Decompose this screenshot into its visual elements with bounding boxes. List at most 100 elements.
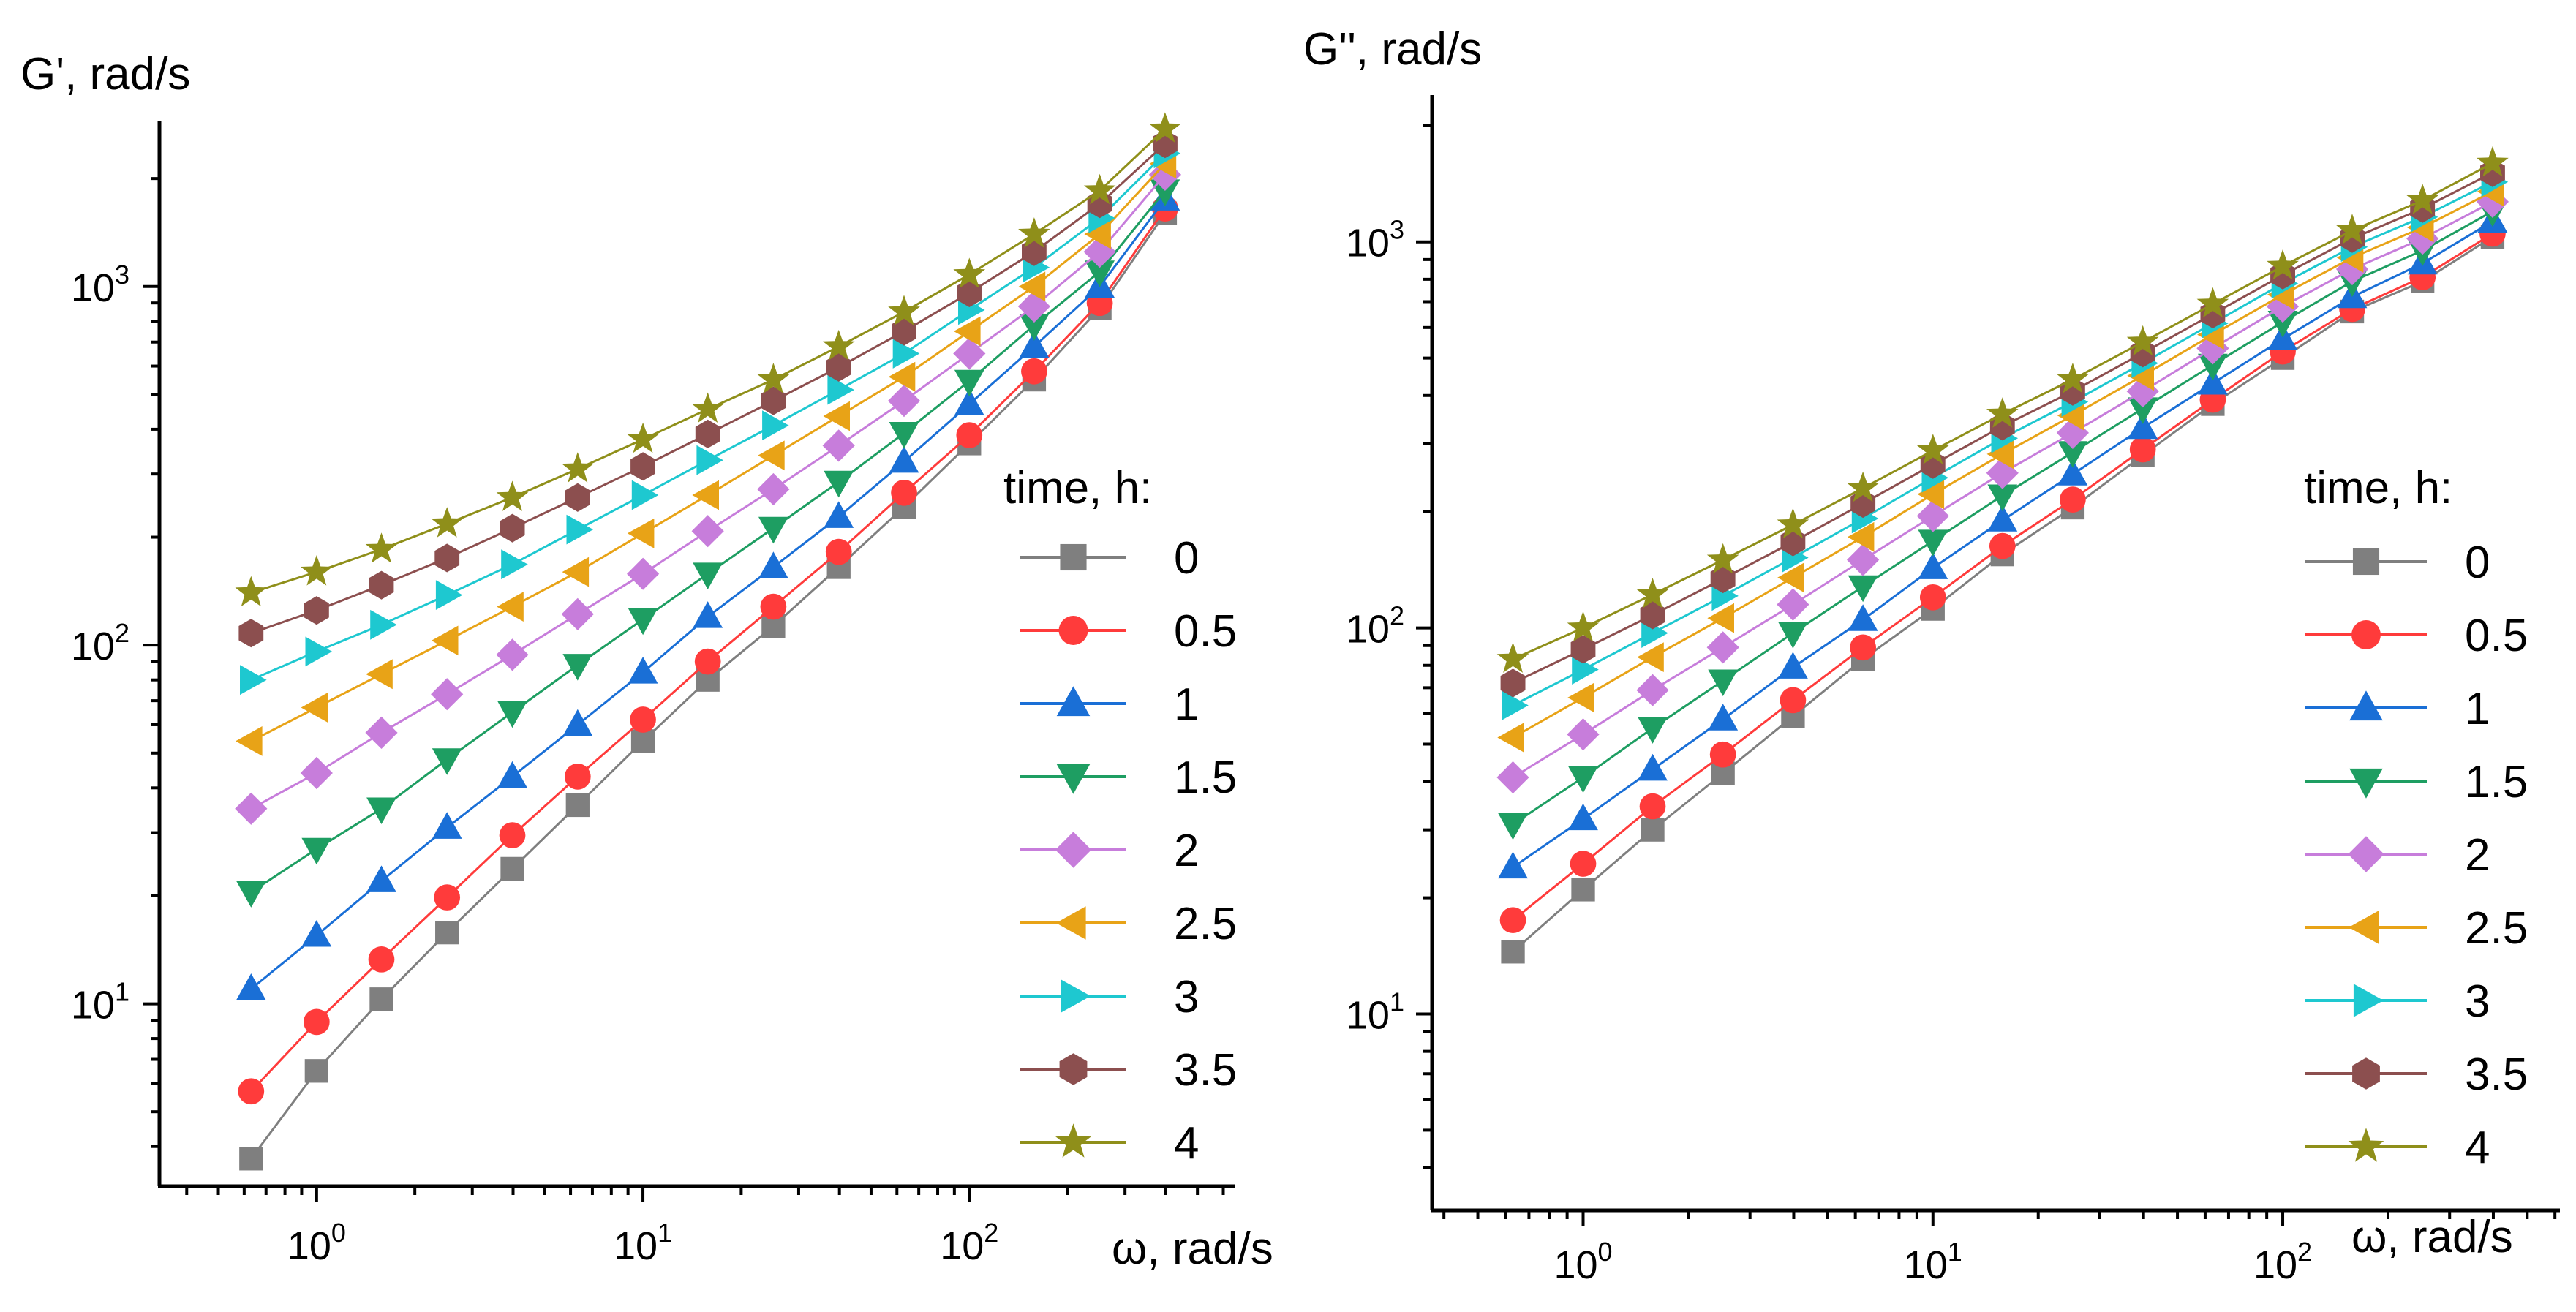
legend-label: 2	[2465, 830, 2490, 881]
data-point	[236, 973, 266, 1000]
x-tick-label-base: 10	[614, 1224, 658, 1268]
series-4	[1496, 146, 2509, 673]
legend-label: 0.5	[1174, 606, 1237, 657]
legend-title: time, h:	[2304, 463, 2452, 513]
data-point	[1084, 219, 1111, 249]
data-point	[2128, 412, 2158, 440]
data-point	[2336, 214, 2368, 244]
data-point	[957, 278, 982, 307]
data-point	[627, 518, 655, 548]
data-point	[565, 793, 590, 818]
data-point	[1639, 793, 1666, 820]
legend-swatch-marker	[1056, 686, 1091, 717]
data-point	[1918, 529, 1948, 557]
legend-item: 4	[1020, 1118, 1199, 1169]
data-point	[892, 339, 920, 369]
data-point	[1919, 584, 1946, 611]
data-point	[1019, 314, 1050, 341]
series-1	[236, 184, 1180, 1000]
data-point	[561, 597, 594, 630]
data-point	[301, 837, 332, 865]
x-tick-label-base: 10	[1904, 1243, 1948, 1287]
data-point	[1918, 552, 1948, 579]
data-point	[1019, 331, 1050, 358]
legend-swatch-marker	[2353, 984, 2384, 1017]
data-point	[761, 386, 786, 415]
data-point	[1848, 575, 1878, 603]
data-point	[889, 422, 919, 449]
data-point	[497, 701, 527, 728]
data-point	[1640, 600, 1665, 630]
data-point	[1709, 741, 1736, 768]
data-point	[1987, 505, 2018, 532]
legend-item: 2.5	[1020, 899, 1237, 949]
data-point	[1636, 578, 1669, 608]
data-point	[1637, 642, 1664, 672]
y-tick-label-base: 10	[1346, 222, 1390, 265]
data-point	[562, 557, 590, 587]
data-point	[431, 625, 459, 656]
legend: time, h: 0 0.5 1 1.5 2 2.5 3 3.5 4	[2304, 463, 2528, 1173]
data-point	[1708, 704, 1739, 731]
data-point	[628, 608, 658, 636]
legend-item: 3	[2305, 976, 2490, 1027]
data-point	[631, 480, 659, 510]
y-tick-label-exponent: 1	[1390, 987, 1404, 1017]
data-point	[630, 729, 655, 753]
data-point	[301, 920, 332, 947]
data-point	[758, 551, 788, 578]
data-point	[627, 557, 660, 590]
y-tick-label-base: 10	[71, 266, 115, 310]
data-point	[1499, 907, 1526, 934]
data-point	[953, 337, 986, 370]
y-tick-label: 101	[1346, 987, 1404, 1037]
data-point	[1085, 260, 1115, 287]
x-tick-label: 100	[1553, 1237, 1612, 1287]
legend-label: 1	[1174, 679, 1199, 730]
legend-item: 0	[1020, 533, 1199, 584]
data-point	[1018, 217, 1050, 248]
data-point	[762, 410, 789, 441]
data-point	[239, 1147, 263, 1171]
x-tick-label-base: 10	[287, 1224, 331, 1268]
data-point	[500, 856, 524, 881]
y-tick-label-exponent: 2	[1390, 601, 1404, 631]
data-point	[956, 422, 983, 448]
data-point	[891, 479, 917, 506]
series-2.5	[236, 148, 1177, 756]
y-tick-label: 102	[71, 618, 129, 668]
y-tick-label: 102	[1346, 601, 1404, 652]
data-point	[758, 516, 788, 544]
legend: time, h: 0 0.5 1 1.5 2 2.5 3 3.5 4	[1003, 463, 1237, 1169]
y-tick-label-base: 10	[71, 984, 115, 1028]
data-point	[1706, 631, 1739, 664]
legend-label: 2.5	[2465, 903, 2528, 954]
data-point	[564, 764, 591, 790]
legend-swatch-marker	[2349, 768, 2383, 799]
legend-swatch-marker	[1061, 979, 1091, 1013]
data-point	[236, 726, 263, 756]
data-point	[1986, 397, 2019, 428]
legend-swatch-marker	[2351, 620, 2381, 649]
data-point	[1778, 622, 1808, 649]
data-point	[236, 881, 266, 908]
data-point	[1778, 652, 1808, 679]
data-point	[431, 507, 463, 538]
data-point	[892, 317, 916, 346]
legend-swatch-marker	[1058, 616, 1088, 645]
data-point	[760, 593, 787, 620]
data-point	[2060, 486, 2086, 513]
data-point	[696, 445, 723, 475]
data-point	[1847, 521, 1875, 552]
data-point	[1850, 634, 1876, 661]
data-point	[627, 422, 659, 453]
y-axis-title: G'', rad/s	[1303, 24, 1482, 75]
data-point	[1567, 682, 1594, 713]
data-point	[2406, 184, 2438, 214]
legend-swatch-marker	[2349, 911, 2379, 944]
data-point	[1707, 603, 1734, 633]
data-point	[2266, 290, 2300, 323]
data-point	[1497, 723, 1524, 753]
series-4	[235, 112, 1181, 607]
data-point	[1498, 851, 1528, 879]
